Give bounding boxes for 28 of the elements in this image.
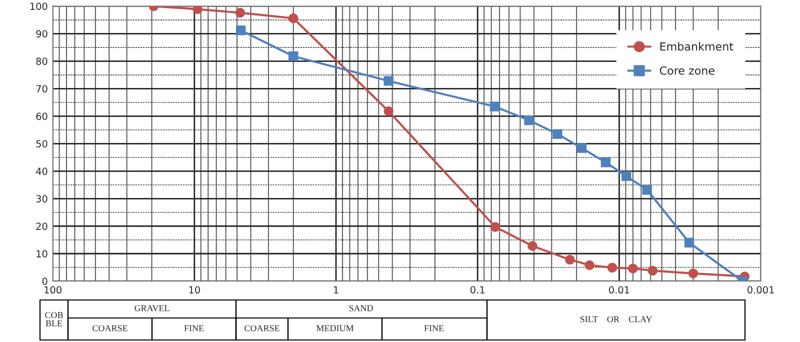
x-tick-label: 0.1 (470, 286, 484, 294)
y-tick-label: 60 (36, 112, 48, 120)
y-tick-label: 100 (30, 2, 48, 10)
y-tick-label: 0 (42, 278, 48, 285)
y-tick-label: 40 (36, 168, 48, 175)
text: COARSE (92, 325, 128, 332)
y-tick-label: 70 (36, 85, 48, 92)
text: FINE (424, 325, 444, 332)
legend-label: Embankment (660, 42, 734, 51)
x-tick-label: 1 (334, 286, 338, 294)
text: FINE (184, 325, 204, 332)
text: SAND (349, 305, 373, 312)
x-tick-label: 0.01 (609, 286, 630, 294)
text: COB BLE (45, 312, 63, 326)
text: GRAVEL (134, 305, 170, 312)
x-tick-label: 100 (44, 286, 62, 294)
legend-label: Core zone (660, 66, 714, 75)
y-tick-label: 20 (36, 222, 48, 230)
y-tick-label: 50 (36, 140, 48, 148)
y-tick-label: 30 (36, 195, 48, 202)
y-tick-label: 10 (36, 250, 48, 258)
text: SILT OR CLAY (580, 316, 652, 322)
x-tick-label: 10 (189, 286, 200, 294)
x-tick-label: 0.001 (748, 286, 774, 294)
text: MEDIUM (316, 325, 354, 332)
y-tick-label: 90 (36, 30, 48, 38)
text: COARSE (244, 325, 280, 332)
y-tick-label: 80 (36, 58, 48, 65)
